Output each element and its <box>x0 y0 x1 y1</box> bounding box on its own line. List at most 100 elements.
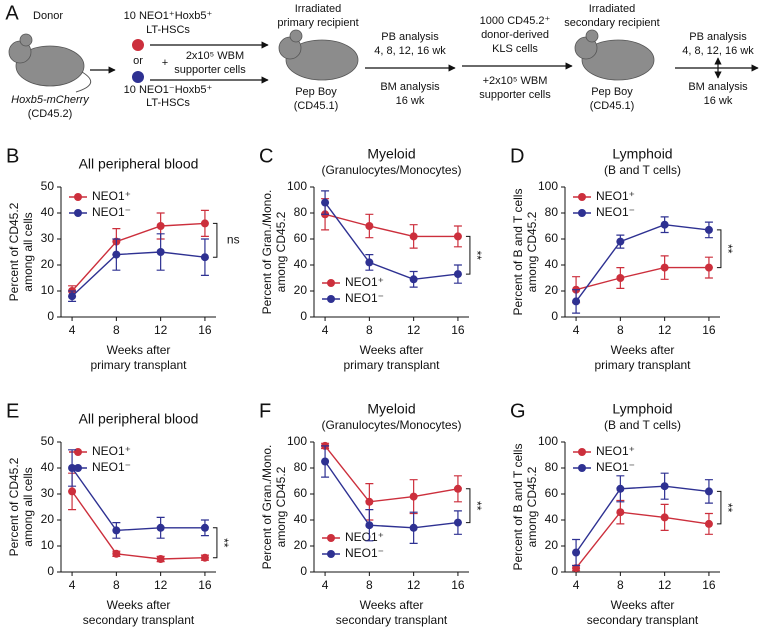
point <box>156 555 165 563</box>
x-tick-label: 16 <box>702 323 716 337</box>
point <box>704 487 713 496</box>
label: 10 NEO1⁻Hoxb5⁺ <box>124 84 213 96</box>
point <box>156 248 165 256</box>
legend-label: NEO1⁺ <box>345 530 384 544</box>
mouse <box>8 33 92 93</box>
x-axis-label: primary transplant <box>343 358 440 372</box>
label: BM analysis <box>688 81 748 93</box>
x-axis-label: Weeks after <box>360 598 424 612</box>
chart-subtitle: (Granulocytes/Monocytes) <box>321 418 461 432</box>
point <box>409 232 418 241</box>
point <box>409 492 418 501</box>
mouse <box>574 29 655 81</box>
y-axis-label: among all cells <box>21 212 35 291</box>
label: LT-HSCs <box>146 24 190 36</box>
legend-label: NEO1⁺ <box>596 189 635 203</box>
point <box>616 237 625 246</box>
x-tick-label: 16 <box>198 323 212 337</box>
y-tick-label: 80 <box>545 460 559 474</box>
schematic: A Donor Hoxb5-mCherry (CD45.2) 10 NEO1⁺H… <box>5 2 759 120</box>
y-axis-label: Percent of CD45.2 <box>7 202 21 301</box>
label: Pep Boy <box>295 86 337 98</box>
label: secondary recipient <box>564 17 659 29</box>
label: Pep Boy <box>591 86 633 98</box>
label: 16 wk <box>704 95 733 107</box>
x-tick-label: 16 <box>451 578 465 592</box>
legend-marker <box>74 209 82 217</box>
label: +2x10⁵ WBM <box>483 75 548 87</box>
y-tick-label: 10 <box>41 538 55 552</box>
panel-letter: E <box>6 400 19 422</box>
legend-marker <box>578 448 586 456</box>
annotation: ** <box>217 538 231 548</box>
y-tick-label: 60 <box>545 231 559 245</box>
panel-letter: B <box>6 145 19 167</box>
point <box>365 222 374 230</box>
y-axis-label: among CD45.2 <box>525 466 539 547</box>
mouse <box>278 29 359 81</box>
x-tick-label: 12 <box>658 323 672 337</box>
point <box>660 482 669 491</box>
point <box>365 497 374 506</box>
y-axis-label: Percent of B and T cells <box>511 444 525 571</box>
point <box>704 519 713 528</box>
point <box>704 225 713 234</box>
series-line <box>575 266 709 291</box>
label: (CD45.1) <box>294 100 339 112</box>
y-tick-label: 50 <box>41 434 55 448</box>
y-tick-label: 20 <box>294 283 308 297</box>
x-axis-label: Weeks after <box>107 343 171 357</box>
point <box>365 258 374 267</box>
x-tick-label: 4 <box>69 323 76 337</box>
y-tick-label: 60 <box>294 231 308 245</box>
label: LT-HSCs <box>146 97 190 109</box>
series-line <box>71 467 205 532</box>
x-tick-label: 12 <box>407 578 421 592</box>
series-line <box>71 490 205 560</box>
y-tick-label: 60 <box>545 486 559 500</box>
x-axis-label: primary transplant <box>90 358 187 372</box>
point <box>660 220 669 229</box>
point <box>660 513 669 522</box>
point <box>200 253 209 262</box>
y-tick-label: 100 <box>287 434 307 448</box>
legend-label: NEO1⁻ <box>345 546 384 560</box>
point <box>200 219 209 228</box>
x-tick-label: 12 <box>407 323 421 337</box>
bracket <box>212 222 218 258</box>
label: Irradiated <box>589 3 635 15</box>
y-axis-label: Percent of Gran./Mono. <box>260 445 274 570</box>
y-tick-label: 40 <box>545 257 559 271</box>
label: (CD45.1) <box>590 100 635 112</box>
series-line <box>575 511 710 569</box>
y-tick-label: 10 <box>41 283 55 297</box>
cell <box>132 71 144 83</box>
point <box>660 263 669 272</box>
y-tick-label: 20 <box>294 538 308 552</box>
y-tick-label: 0 <box>47 309 54 323</box>
label: Donor <box>33 10 63 22</box>
chart-subtitle: (B and T cells) <box>604 163 681 177</box>
x-tick-label: 4 <box>69 578 76 592</box>
y-tick-label: 100 <box>538 434 558 448</box>
x-tick-label: 4 <box>573 323 580 337</box>
chart-title: All peripheral blood <box>79 411 199 427</box>
chart-title: All peripheral blood <box>79 156 199 172</box>
chart-title: Lymphoid <box>612 146 672 162</box>
bracket <box>716 490 722 525</box>
chart-title: Lymphoid <box>612 401 672 417</box>
point <box>200 523 209 532</box>
y-axis-label: Percent of Gran./Mono. <box>260 190 274 315</box>
y-axis-label: among CD45.2 <box>274 466 288 547</box>
point <box>321 198 330 207</box>
point <box>704 263 713 272</box>
panel-letter: A <box>5 2 19 24</box>
point <box>572 297 581 306</box>
label: primary recipient <box>277 17 358 29</box>
legend-label: NEO1⁺ <box>345 275 384 289</box>
chart-subtitle: (Granulocytes/Monocytes) <box>321 163 461 177</box>
legend-marker <box>74 193 82 201</box>
legend-label: NEO1⁻ <box>92 205 131 219</box>
y-tick-label: 100 <box>287 179 307 193</box>
y-tick-label: 100 <box>538 179 558 193</box>
